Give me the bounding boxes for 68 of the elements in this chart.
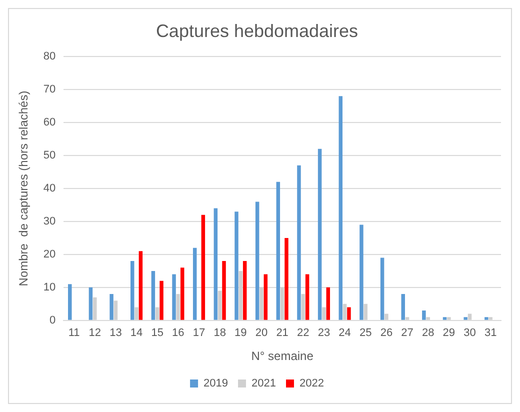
bar — [318, 148, 322, 320]
x-tick-label: 21 — [276, 327, 288, 340]
x-tick-label: 26 — [380, 327, 393, 340]
bar — [110, 294, 114, 320]
x-tick-label: 23 — [318, 327, 330, 340]
x-tick-label: 20 — [255, 327, 268, 340]
bar — [422, 310, 426, 320]
y-tick-label: 80 — [43, 50, 56, 63]
bar — [130, 261, 134, 320]
bar — [222, 261, 226, 320]
bar — [442, 317, 447, 320]
bar — [305, 274, 310, 320]
bar — [360, 224, 364, 320]
bar — [192, 248, 197, 320]
x-axis-title: N° semaine — [251, 349, 314, 364]
bar — [338, 96, 343, 320]
x-tick-label: 24 — [338, 327, 351, 340]
bar — [214, 208, 218, 320]
x-tick-label: 13 — [110, 327, 122, 340]
y-tick-label: 30 — [43, 216, 56, 228]
bar — [255, 202, 260, 320]
bar — [180, 268, 184, 320]
bar — [68, 284, 72, 320]
bar — [242, 261, 247, 320]
x-tick-label: 16 — [172, 327, 184, 340]
chart-title: Captures hebdomadaires — [156, 20, 358, 41]
bar — [276, 182, 280, 320]
y-tick-label: 40 — [43, 182, 56, 195]
bar — [464, 317, 468, 320]
bar — [284, 238, 288, 320]
bar — [484, 317, 488, 320]
bar — [347, 307, 351, 320]
x-tick-label: 31 — [484, 327, 497, 340]
bar — [234, 212, 238, 320]
y-tick-label: 10 — [43, 281, 56, 294]
y-tick-label: 70 — [43, 84, 56, 96]
bar — [151, 270, 156, 320]
legend-label: 2022 — [299, 378, 324, 390]
x-tick-label: 29 — [442, 327, 456, 340]
y-axis-title: Nombre de captures (hors relachés) — [16, 90, 31, 286]
bar — [264, 274, 268, 320]
x-tick-label: 28 — [422, 327, 434, 340]
x-tick-label: 15 — [151, 327, 164, 340]
x-tick-label: 30 — [464, 327, 476, 340]
y-tick-label: 50 — [43, 150, 56, 162]
x-tick-label: 22 — [297, 327, 310, 340]
x-tick-label: 14 — [130, 327, 143, 340]
bar — [160, 280, 164, 320]
y-tick-label: 0 — [50, 314, 56, 326]
x-tick-label: 25 — [360, 327, 372, 340]
x-tick-label: 12 — [88, 327, 101, 340]
legend-label: 2021 — [252, 378, 276, 390]
bar — [172, 274, 176, 320]
bar — [138, 251, 143, 320]
bar — [380, 258, 384, 320]
bar — [201, 214, 206, 320]
bar — [401, 294, 405, 320]
legend-label: 2019 — [204, 378, 228, 390]
bar — [326, 287, 330, 320]
y-tick-label: 20 — [43, 248, 56, 260]
x-tick-label: 18 — [214, 327, 226, 340]
y-tick-label: 60 — [43, 116, 56, 129]
x-tick-label: 11 — [68, 327, 80, 340]
x-tick-label: 17 — [192, 327, 206, 340]
bar — [297, 165, 301, 320]
x-tick-label: 19 — [234, 327, 247, 340]
x-tick-label: 27 — [401, 327, 414, 340]
bar — [88, 287, 93, 320]
